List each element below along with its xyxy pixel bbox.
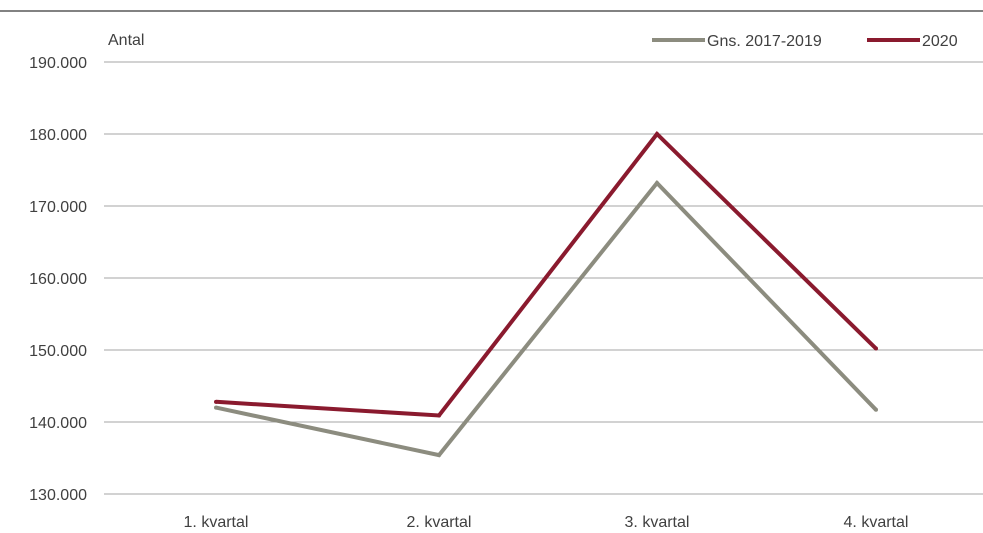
series-line-1 <box>215 130 878 418</box>
series-line-0 <box>215 179 878 458</box>
x-tick-label: 1. kvartal <box>184 514 249 531</box>
data-point <box>655 132 659 136</box>
series-lines <box>214 130 878 458</box>
data-point <box>214 399 218 404</box>
y-tick-label: 150.000 <box>29 343 87 360</box>
data-point <box>655 180 659 185</box>
data-point <box>214 405 218 410</box>
data-point <box>874 346 878 351</box>
x-tick-label: 2. kvartal <box>407 514 472 531</box>
y-axis-ticks: 130.000 140.000 150.000 160.000 170.000 180.0… <box>29 55 87 504</box>
y-tick-label: 170.000 <box>29 199 87 216</box>
x-tick-label: 3. kvartal <box>625 514 690 531</box>
legend-label: 2020 <box>922 33 958 50</box>
x-tick-label: 4. kvartal <box>844 514 909 531</box>
data-point <box>437 413 441 418</box>
y-tick-label: 130.000 <box>29 487 87 504</box>
y-tick-label: 190.000 <box>29 55 87 72</box>
legend-label: Gns. 2017-2019 <box>707 33 822 50</box>
data-point <box>437 453 441 458</box>
y-tick-label: 140.000 <box>29 415 87 432</box>
x-axis-ticks: 1. kvartal 2. kvartal 3. kvartal 4. kvartal <box>184 514 909 531</box>
y-axis-label: Antal <box>108 32 144 49</box>
legend: Gns. 2017-2019 2020 <box>652 33 958 50</box>
data-point <box>874 407 878 412</box>
y-tick-label: 180.000 <box>29 127 87 144</box>
y-tick-label: 160.000 <box>29 271 87 288</box>
